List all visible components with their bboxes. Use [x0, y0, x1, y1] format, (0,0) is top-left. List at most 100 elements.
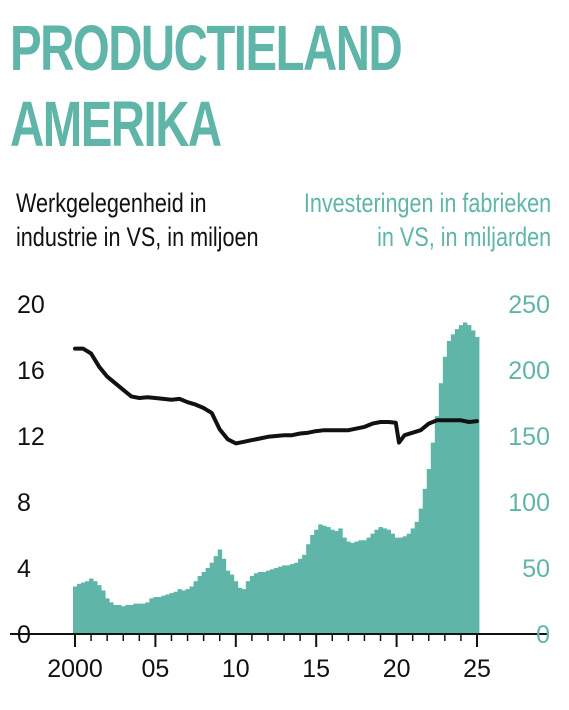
investment-bar-51 [278, 566, 283, 634]
investment-bar-15 [133, 603, 138, 634]
investment-bar-1 [77, 583, 82, 634]
investment-bar-93 [446, 340, 452, 634]
investment-bar-64 [330, 529, 335, 634]
employment-line [73, 346, 479, 446]
investment-bar-96 [458, 325, 464, 634]
investment-bar-5 [93, 581, 98, 634]
investment-bar-10 [113, 604, 118, 634]
x-tick-label: 2000 [47, 655, 103, 683]
investment-bar-37 [221, 558, 227, 634]
investment-bar-68 [346, 541, 351, 634]
investment-bar-89 [430, 442, 436, 634]
investment-bar-73 [366, 537, 371, 634]
left-tick-label: 16 [17, 357, 45, 385]
x-tick-label: 15 [302, 655, 330, 683]
right-tick-label: 250 [508, 291, 550, 319]
investment-bar-11 [117, 604, 122, 634]
right-axis-label: Investeringen in fabrieken in VS, in mil… [304, 186, 551, 254]
investment-bar-19 [149, 598, 154, 634]
investment-bar-46 [257, 571, 263, 634]
investment-bar-8 [105, 598, 110, 634]
investment-bar-91 [438, 383, 444, 634]
investment-bar-24 [169, 593, 174, 634]
x-tick-label: 25 [463, 655, 491, 683]
investment-bar-52 [282, 565, 287, 634]
investment-bar-90 [434, 416, 440, 634]
investment-bar-13 [125, 604, 130, 634]
investment-bar-41 [237, 587, 243, 634]
left-tick-label: 8 [17, 489, 31, 517]
left-tick-label: 12 [17, 423, 45, 451]
investment-bar-7 [101, 590, 106, 634]
investment-bar-67 [342, 537, 347, 634]
investment-bars [72, 322, 480, 634]
investment-bar-77 [382, 528, 387, 634]
investment-bar-30 [193, 581, 199, 634]
investment-bar-83 [406, 533, 412, 634]
left-axis-label-line-1: Werkgelegenheid in [16, 188, 207, 218]
x-tick-label: 10 [222, 655, 250, 683]
investment-bar-29 [189, 586, 194, 634]
investment-bar-23 [165, 594, 170, 634]
investment-bar-25 [173, 591, 178, 634]
left-tick-label: 4 [17, 555, 31, 583]
investment-bar-45 [253, 573, 259, 634]
investment-bar-2 [81, 582, 86, 634]
investment-bar-6 [97, 585, 102, 634]
investment-bar-61 [318, 524, 323, 634]
right-tick-label: 0 [536, 621, 550, 649]
investment-bar-50 [273, 568, 279, 634]
investment-bar-84 [410, 528, 416, 634]
investment-bar-28 [185, 589, 190, 634]
left-tick-label: 0 [17, 621, 31, 649]
investment-bar-42 [241, 589, 247, 634]
investment-bar-40 [233, 581, 239, 634]
right-tick-label: 100 [508, 489, 550, 517]
investment-bar-78 [386, 529, 391, 634]
investment-bar-34 [209, 562, 215, 634]
investment-bar-82 [402, 536, 408, 634]
investment-bar-86 [418, 508, 424, 634]
investment-bar-75 [374, 529, 379, 634]
investment-bar-55 [294, 562, 299, 634]
investment-bar-47 [261, 571, 267, 634]
investment-bar-58 [306, 544, 311, 634]
investment-bar-85 [414, 521, 420, 634]
investment-bar-54 [290, 564, 295, 634]
x-tick-label: 05 [141, 655, 169, 683]
right-tick-label: 150 [508, 423, 550, 451]
investment-bar-31 [197, 575, 203, 634]
investment-bar-79 [390, 533, 395, 634]
right-axis-label-line-2: in VS, in miljarden [376, 222, 551, 252]
investment-bar-70 [354, 541, 359, 634]
investment-bar-99 [470, 330, 476, 634]
investment-bar-62 [322, 525, 327, 634]
investment-bar-27 [181, 590, 186, 634]
left-axis-label: Werkgelegenheid in industrie in VS, in m… [16, 186, 259, 254]
investment-bar-95 [454, 329, 460, 634]
investment-bar-18 [145, 602, 150, 634]
investment-bar-9 [109, 602, 114, 634]
investment-bar-33 [205, 568, 211, 634]
investment-bar-72 [362, 540, 367, 634]
investment-bar-14 [129, 604, 134, 634]
investment-bar-44 [249, 575, 255, 634]
investment-bar-81 [398, 537, 404, 634]
investment-bar-92 [442, 356, 448, 634]
investment-bar-12 [121, 606, 126, 634]
investment-bar-100 [474, 337, 480, 634]
investment-bar-59 [310, 535, 315, 634]
investment-bar-35 [213, 556, 219, 634]
investment-bar-65 [334, 531, 339, 634]
investment-bar-26 [177, 589, 182, 634]
investment-bar-97 [462, 322, 468, 634]
investment-bar-21 [157, 597, 162, 634]
investment-bar-17 [141, 603, 146, 634]
chart-title-line-2: AMERIKA [10, 88, 222, 160]
investment-bar-74 [370, 533, 375, 634]
investment-bar-60 [314, 529, 319, 634]
investment-bar-98 [466, 325, 472, 634]
x-tick-label: 20 [383, 655, 411, 683]
